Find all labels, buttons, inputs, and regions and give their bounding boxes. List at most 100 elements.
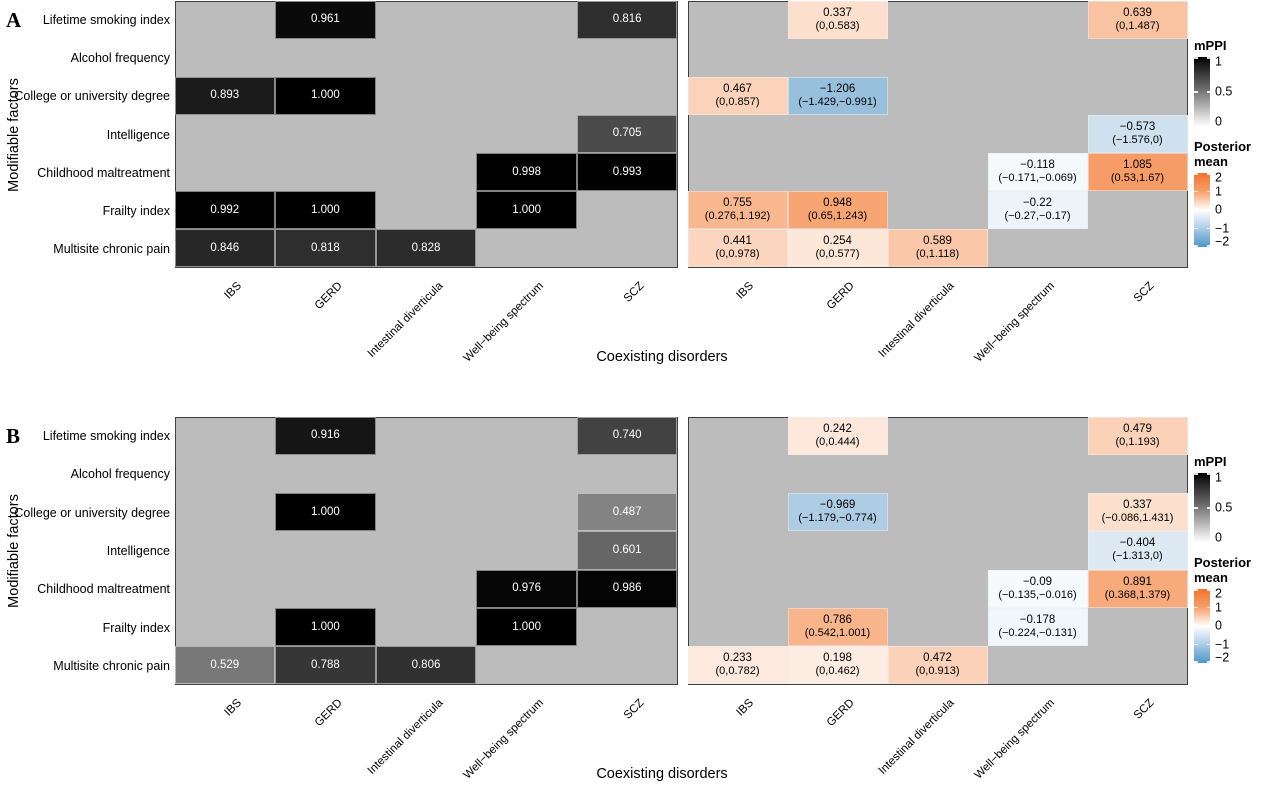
legend-bar-posterior: 2 1 0 −1 −2 <box>1194 586 1280 664</box>
cell-interval: (0,1.118) <box>915 248 960 261</box>
cell-interval: (0,0.978) <box>715 248 760 261</box>
legend-gradient-mppi <box>1194 473 1210 543</box>
cell-value: 0.788 <box>311 658 340 671</box>
heatmap-cell: −0.22 (−0.27,−0.17) <box>987 191 1088 230</box>
row-label: Frailty index <box>102 203 170 218</box>
x-tick-label: GERD <box>824 280 857 312</box>
heatmap-cell: 0.198 (0,0.462) <box>787 646 888 685</box>
cell-value: 0.818 <box>311 241 340 254</box>
legend-tick-mark <box>1206 625 1210 627</box>
legend-tick-mark <box>1194 190 1198 193</box>
cell-value: 0.705 <box>612 127 642 140</box>
row-label: Intelligence <box>106 544 170 558</box>
cell-value: 0.993 <box>612 165 642 178</box>
cell-value: 0.828 <box>411 241 441 254</box>
x-tick-label: IBS <box>734 697 757 719</box>
cell-value: 0.198 <box>823 652 852 665</box>
legend: mPPI 1 0.5 0 Posterior mean 2 1 0 −1 −2 <box>1194 454 1280 675</box>
cell-value: 0.479 <box>1123 422 1152 435</box>
x-tick-label: Intestinal diverticula <box>876 280 957 360</box>
x-tick-label: GERD <box>824 697 857 729</box>
legend-tick-label: −1 <box>1215 637 1230 651</box>
row-label: Frailty index <box>102 620 170 635</box>
x-axis-title: Coexisting disorders <box>596 766 728 782</box>
legend-tick-mark <box>1206 91 1210 93</box>
cell-interval: (0,0.577) <box>815 248 860 261</box>
legend-tick-mark <box>1206 57 1210 59</box>
cell-value: 0.740 <box>612 429 642 442</box>
legend-tick-mark <box>1206 643 1210 646</box>
legend-gradient-posterior <box>1194 173 1210 247</box>
heatmap-cell: 0.242 (0,0.444) <box>787 416 888 455</box>
heatmap-cell: 0.479 (0,1.193) <box>1087 416 1188 455</box>
heatmap-cell: 0.786 (0.542,1.001) <box>787 607 888 647</box>
heatmap-cell: 1.000 <box>275 191 376 230</box>
legend-tick-label: 0 <box>1215 530 1222 545</box>
heatmap-cell: 1.000 <box>275 607 376 647</box>
heatmap-cell: 0.816 <box>576 0 678 39</box>
cell-interval: (0,0.462) <box>815 665 860 678</box>
cell-value: 0.992 <box>210 203 240 216</box>
heatmap-cell: 0.755 (0.276,1.192) <box>687 191 788 230</box>
x-tick-label: IBS <box>222 697 244 719</box>
cell-value: −0.969 <box>819 499 856 512</box>
heatmap-cell: −0.09 (−0.135,−0.016) <box>987 569 1088 608</box>
cell-value: 0.441 <box>723 235 752 248</box>
legend-tick-mark <box>1206 606 1210 609</box>
cell-value: 0.986 <box>612 582 642 595</box>
cell-value: 1.000 <box>512 203 541 216</box>
cell-interval: (0.542,1.001) <box>804 627 871 640</box>
legend-tick-mark <box>1194 91 1198 93</box>
legend-bar-mppi: 1 0.5 0 <box>1194 471 1280 545</box>
heatmap-cell: 0.976 <box>476 569 577 608</box>
cell-value: 0.601 <box>612 543 642 556</box>
cell-value: 0.891 <box>1123 575 1152 588</box>
cell-value: 1.000 <box>311 89 340 102</box>
cell-value: 0.639 <box>1123 6 1152 19</box>
cell-value: 0.487 <box>612 505 642 518</box>
x-tick-label: GERD <box>312 280 345 312</box>
legend-title-mppi: mPPI <box>1194 38 1227 53</box>
heatmap-cell: 0.986 <box>576 569 678 608</box>
mppi-heatmap-panel: 0.916 0.740 1.000 0.487 0.601 0.976 0.986 1.000… <box>174 416 678 685</box>
legend-tick-mark <box>1194 589 1198 591</box>
x-tick-label: Well−being spectrum <box>461 697 546 782</box>
cell-value: −0.404 <box>1119 537 1156 550</box>
cell-value: −0.09 <box>1022 575 1053 588</box>
heatmap-cell: 0.948 (0.65,1.243) <box>787 191 888 230</box>
cell-value: 0.976 <box>512 582 541 595</box>
heatmap-cell: 0.705 <box>576 114 678 154</box>
legend-tick-mark <box>1194 661 1198 663</box>
heatmap-cell: 0.998 <box>476 153 577 192</box>
heatmap-cell: 0.740 <box>576 416 678 455</box>
heatmap-cell: 1.085 (0.53,1.67) <box>1087 153 1188 192</box>
x-tick-label: Well−being spectrum <box>971 280 1057 365</box>
cell-value: 0.242 <box>823 422 852 435</box>
cell-value: −0.178 <box>1019 614 1056 627</box>
cell-value: 1.000 <box>311 505 340 518</box>
cell-value: 0.846 <box>210 241 240 254</box>
legend-tick-label: 2 <box>1215 586 1222 601</box>
cell-interval: (0.53,1.67) <box>1110 172 1165 185</box>
heatmap-cell: −0.969 (−1.179,−0.774) <box>787 493 888 532</box>
cell-value: 0.233 <box>723 652 752 665</box>
heatmap-cell: 0.472 (0,0.913) <box>887 646 988 685</box>
mppi-heatmap-panel: 0.961 0.816 0.893 1.000 0.705 0.998 0.993 0.992… <box>174 0 678 268</box>
heatmap-cell: 0.828 <box>375 229 477 268</box>
x-tick-label: Well−being spectrum <box>971 697 1057 782</box>
cell-interval: (−1.429,−0.991) <box>798 95 877 108</box>
legend-tick-label: 0.5 <box>1215 500 1233 515</box>
legend: mPPI 1 0.5 0 Posterior mean 2 1 0 −1 −2 <box>1194 38 1280 259</box>
legend-bar-posterior: 2 1 0 −1 −2 <box>1194 171 1280 248</box>
cell-value: 1.085 <box>1123 159 1152 172</box>
cell-interval: (−0.27,−0.17) <box>1004 210 1071 223</box>
legend-tick-mark <box>1194 606 1198 609</box>
heatmap-cell: 0.254 (0,0.577) <box>787 229 888 268</box>
x-tick-label: SCZ <box>1131 697 1157 722</box>
legend-tick-mark <box>1206 589 1210 591</box>
cell-value: 0.755 <box>723 197 752 210</box>
row-label: Lifetime smoking index <box>42 429 170 444</box>
heatmap-cell: −0.573 (−1.576,0) <box>1087 114 1188 154</box>
x-tick-label: SCZ <box>621 697 647 722</box>
cell-value: 0.786 <box>823 614 852 627</box>
